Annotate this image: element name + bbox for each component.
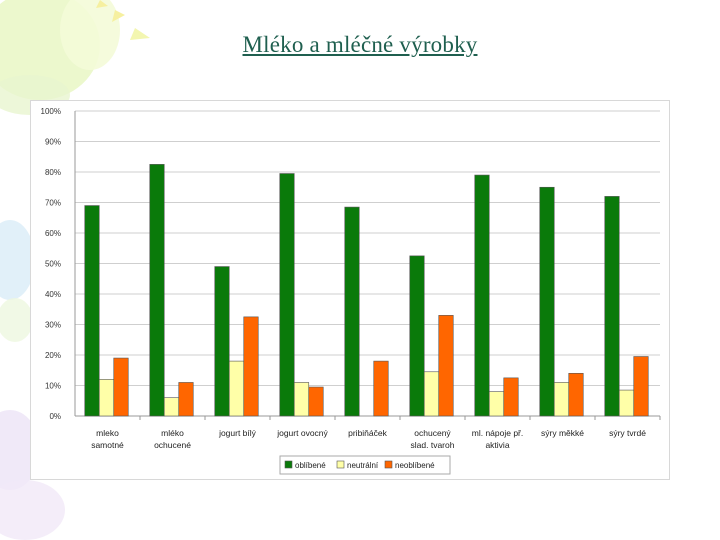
- bar-neoblibene: [633, 356, 649, 417]
- bar-neoblibene: [568, 372, 584, 417]
- y-tick-label: 90%: [45, 138, 61, 147]
- bar-oblibene: [344, 206, 360, 417]
- category-label: mléko: [161, 428, 184, 438]
- bar-neoblibene: [113, 357, 129, 417]
- bar-oblibene: [474, 174, 490, 417]
- bar-neutralni: [293, 382, 310, 417]
- bar-neutralni: [228, 360, 245, 417]
- bar-oblibene: [604, 196, 620, 417]
- legend-swatch: [284, 460, 293, 469]
- bar-chart: 0% 10% 20% 30% 40% 50% 60% 70% 80% 90% 100% mleko sa…: [30, 100, 670, 480]
- y-tick-label: 70%: [45, 199, 61, 208]
- category-label: pribiňáček: [348, 428, 387, 438]
- legend-label: neutrální: [347, 461, 379, 470]
- bar-neutralni: [618, 389, 635, 417]
- legend-swatch: [384, 460, 393, 469]
- decorative-flower-top-left: [0, 0, 150, 115]
- category-label: jogurt ovocný: [276, 428, 328, 438]
- bar-oblibene: [214, 266, 230, 417]
- y-tick-label: 10%: [45, 382, 61, 391]
- bar-neoblibene: [308, 386, 324, 417]
- bar-neutralni: [423, 371, 440, 417]
- y-tick-label: 0%: [49, 412, 61, 421]
- category-label: aktivia: [485, 440, 509, 450]
- bar-neutralni: [553, 382, 570, 417]
- y-tick-label: 50%: [45, 260, 61, 269]
- category-label: sýry měkké: [541, 428, 584, 438]
- category-label: slad. tvaroh: [411, 440, 455, 450]
- bar-neoblibene: [178, 382, 194, 417]
- category-label: ochucený: [414, 428, 451, 438]
- y-tick-label: 60%: [45, 229, 61, 238]
- y-tick-label: 40%: [45, 290, 61, 299]
- category-label: sýry tvrdé: [609, 428, 646, 438]
- bar-neoblibene: [373, 360, 389, 417]
- bar-oblibene: [279, 173, 295, 417]
- bar-oblibene: [149, 164, 165, 417]
- legend-label: neoblíbené: [395, 461, 435, 470]
- category-label: mleko: [96, 428, 119, 438]
- bar-neutralni: [163, 397, 180, 417]
- y-tick-label: 20%: [45, 351, 61, 360]
- legend-swatch: [336, 460, 345, 469]
- category-label: samotné: [91, 440, 124, 450]
- y-tick-label: 30%: [45, 321, 61, 330]
- bar-oblibene: [84, 205, 100, 417]
- slide-title: Mléko a mléčné výrobky: [242, 32, 478, 57]
- bar-neoblibene: [243, 316, 259, 417]
- bar-oblibene: [539, 186, 555, 417]
- bar-neutralni: [488, 391, 505, 417]
- bar-neoblibene: [503, 377, 519, 417]
- bar-oblibene: [409, 255, 425, 417]
- category-label: jogurt bílý: [218, 428, 257, 438]
- decorative-shapes-left: [0, 220, 65, 540]
- bar-neoblibene: [438, 315, 454, 417]
- category-label: ochucené: [154, 440, 191, 450]
- y-tick-label: 80%: [45, 168, 61, 177]
- legend-label: oblíbené: [295, 461, 326, 470]
- category-label: ml. nápoje př.: [472, 428, 524, 438]
- y-tick-label: 100%: [41, 107, 61, 116]
- bar-neutralni: [98, 379, 115, 417]
- legend-box: [279, 455, 451, 475]
- chart-container: 0% 10% 20% 30% 40% 50% 60% 70% 80% 90% 100% mleko sa…: [30, 100, 670, 480]
